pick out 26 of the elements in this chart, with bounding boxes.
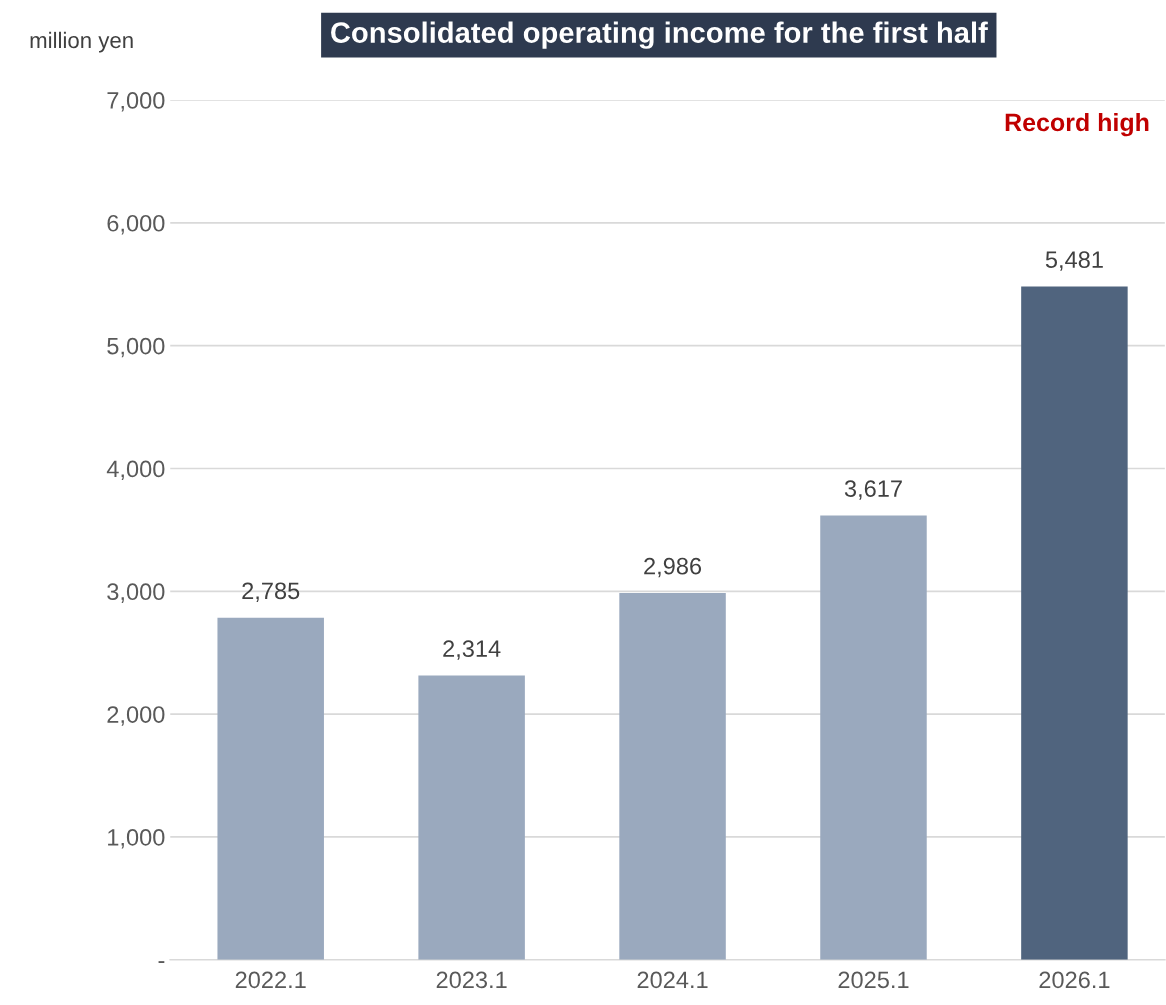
x-tick-label: 2025.1 [838,971,909,989]
chart-title: Consolidated operating income for the first half [331,21,988,49]
x-tick-label: 2022.1 [235,971,306,989]
y-tick-label: 7,000 [107,92,165,112]
x-tick-label: 2023.1 [436,971,507,989]
y-axis-title: million yen [30,31,133,53]
data-label: 5,481 [1045,251,1103,271]
data-label: 2,785 [242,582,300,602]
y-tick-label: 2,000 [107,706,165,726]
data-label: 2,986 [644,557,702,578]
bar [1021,286,1128,960]
x-tick-label: 2026.1 [1039,971,1110,989]
bar [418,675,525,960]
y-tick-label: 6,000 [107,214,165,235]
annotation: Record high [1005,112,1149,137]
data-label: 3,617 [844,480,902,500]
data-label: 2,314 [443,640,501,660]
x-tick-label: 2024.1 [637,971,708,989]
bar [619,593,726,960]
y-tick-label: 4,000 [106,460,165,481]
y-tick-label: - [158,961,165,963]
y-tick-label: 5,000 [107,337,165,358]
y-tick-label: 1,000 [108,829,165,849]
bar [820,515,927,960]
y-tick-label: 3,000 [107,583,165,603]
bar [217,617,324,960]
